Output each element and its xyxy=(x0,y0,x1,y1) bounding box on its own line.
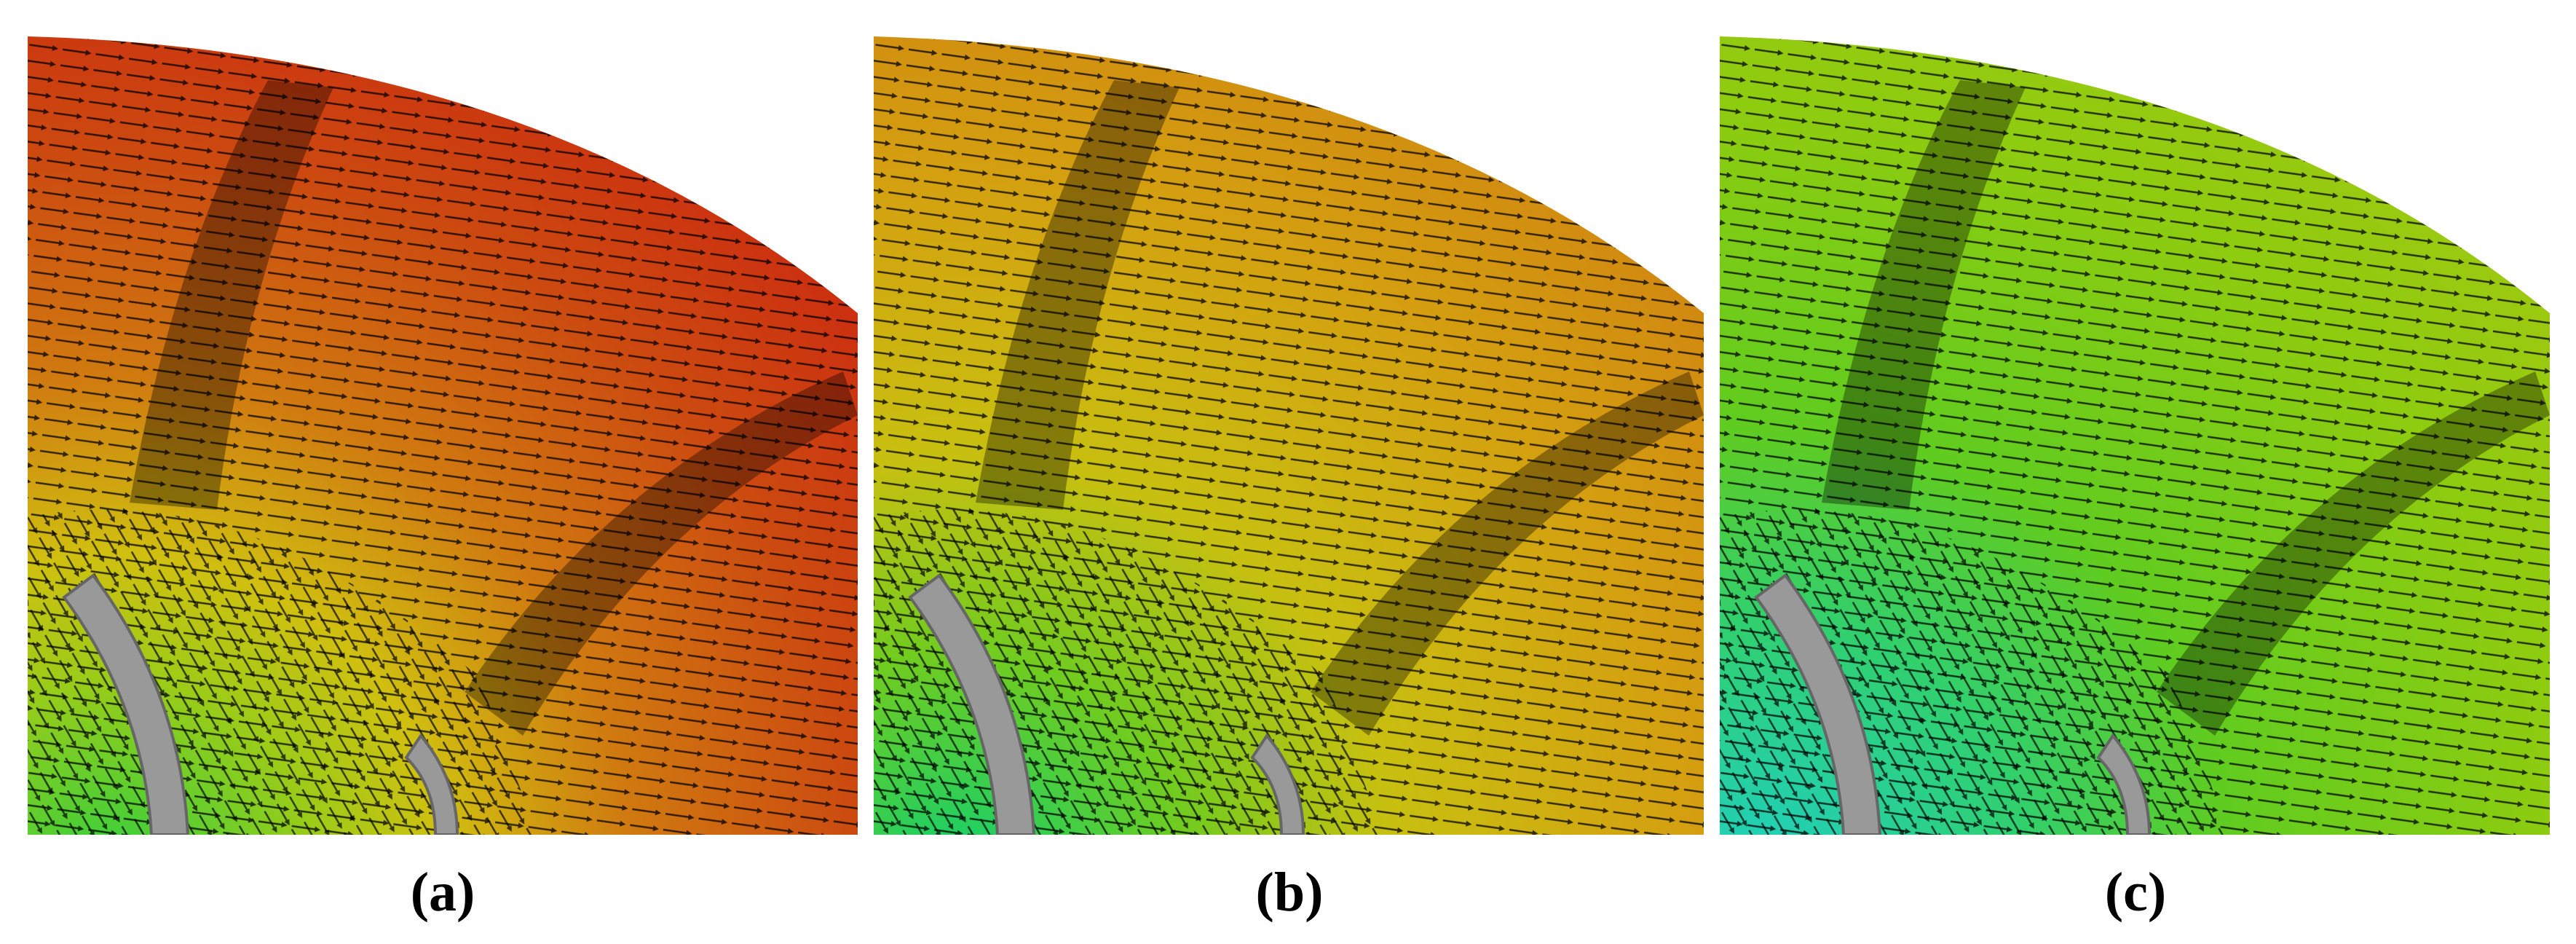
panel-label: (c) xyxy=(2105,862,2166,923)
panel-c xyxy=(1720,36,2550,835)
panel-label: (a) xyxy=(411,862,475,923)
panel-a xyxy=(28,36,858,835)
panel-b xyxy=(874,36,1704,835)
panel-label: (b) xyxy=(1256,862,1324,923)
